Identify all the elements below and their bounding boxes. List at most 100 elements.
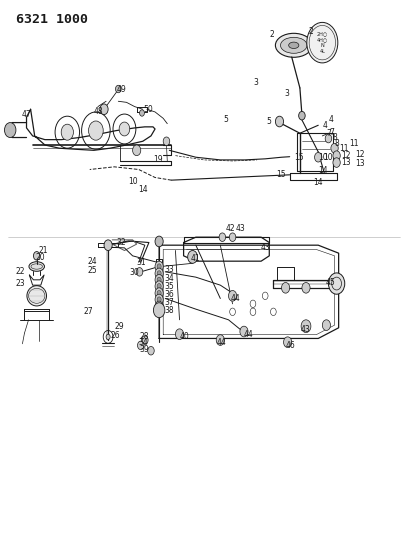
Circle shape — [155, 268, 163, 279]
Text: 49: 49 — [116, 85, 126, 93]
Circle shape — [228, 290, 237, 301]
Text: 19: 19 — [153, 156, 163, 164]
Text: 21: 21 — [39, 246, 48, 255]
Circle shape — [119, 122, 130, 136]
Text: 15: 15 — [276, 171, 286, 179]
Circle shape — [33, 252, 40, 260]
Circle shape — [216, 335, 224, 345]
Circle shape — [219, 233, 226, 241]
Circle shape — [4, 123, 16, 138]
Text: 14: 14 — [313, 179, 323, 187]
Text: 22: 22 — [16, 268, 25, 276]
Ellipse shape — [288, 42, 299, 49]
Circle shape — [328, 273, 345, 294]
Circle shape — [275, 116, 284, 127]
Circle shape — [104, 240, 112, 251]
Text: 10: 10 — [323, 153, 333, 161]
Circle shape — [142, 336, 148, 344]
Circle shape — [325, 134, 332, 143]
Text: 29: 29 — [115, 322, 124, 330]
Text: 43: 43 — [235, 224, 245, 232]
Text: 20: 20 — [36, 253, 46, 262]
Text: 39: 39 — [140, 345, 149, 353]
Circle shape — [157, 284, 161, 289]
Text: 34: 34 — [164, 274, 174, 282]
Circle shape — [137, 341, 144, 350]
Text: 34: 34 — [139, 338, 149, 346]
Text: 15: 15 — [294, 153, 304, 161]
Circle shape — [136, 268, 143, 276]
Circle shape — [89, 121, 103, 140]
Circle shape — [302, 282, 310, 293]
Circle shape — [157, 290, 161, 296]
Text: 2H○
4H○
N
4L: 2H○ 4H○ N 4L — [317, 31, 328, 54]
Circle shape — [163, 137, 170, 146]
Text: 28: 28 — [140, 333, 149, 341]
Text: 44: 44 — [216, 338, 226, 346]
Text: 24: 24 — [87, 257, 97, 265]
Circle shape — [155, 236, 163, 247]
Text: 10: 10 — [318, 153, 328, 161]
Circle shape — [148, 346, 154, 355]
Circle shape — [301, 320, 311, 333]
Circle shape — [155, 294, 163, 305]
Circle shape — [100, 104, 108, 115]
Circle shape — [284, 337, 292, 348]
Circle shape — [157, 297, 161, 302]
Text: 38: 38 — [164, 306, 174, 315]
Circle shape — [315, 152, 322, 162]
Text: 41: 41 — [191, 254, 200, 263]
Circle shape — [155, 274, 163, 285]
Text: 46: 46 — [286, 341, 295, 350]
Text: 2: 2 — [308, 28, 313, 36]
Circle shape — [157, 304, 161, 309]
Text: 30: 30 — [130, 269, 140, 277]
Ellipse shape — [281, 37, 307, 53]
Text: 5: 5 — [224, 116, 228, 124]
Text: 7: 7 — [330, 128, 335, 136]
Circle shape — [133, 145, 141, 156]
Text: 7: 7 — [326, 129, 331, 138]
Text: 2: 2 — [269, 30, 274, 39]
Text: 3: 3 — [253, 78, 258, 87]
Circle shape — [61, 124, 73, 140]
Text: 5: 5 — [266, 117, 271, 126]
Ellipse shape — [275, 33, 312, 58]
Text: 44: 44 — [231, 294, 240, 303]
Text: 43: 43 — [261, 244, 271, 252]
Text: 12: 12 — [341, 151, 351, 160]
Circle shape — [175, 329, 184, 340]
Text: 43: 43 — [301, 325, 311, 334]
Circle shape — [155, 261, 163, 272]
Text: 25: 25 — [87, 266, 97, 275]
Text: 26: 26 — [111, 332, 121, 340]
Text: 32: 32 — [117, 238, 126, 247]
Circle shape — [115, 85, 121, 93]
Circle shape — [157, 271, 161, 276]
Text: 35: 35 — [164, 282, 174, 291]
Text: 50: 50 — [144, 105, 153, 114]
Circle shape — [106, 334, 110, 340]
Circle shape — [307, 22, 338, 63]
Circle shape — [153, 303, 165, 318]
Circle shape — [333, 151, 340, 160]
Text: 47: 47 — [21, 110, 31, 118]
Text: 48: 48 — [94, 108, 104, 116]
Circle shape — [140, 110, 144, 116]
Circle shape — [229, 233, 236, 241]
Text: 37: 37 — [164, 298, 174, 307]
Text: 45: 45 — [326, 278, 335, 287]
Text: 8: 8 — [335, 140, 339, 148]
Text: 33: 33 — [164, 265, 174, 273]
Circle shape — [155, 288, 163, 298]
Circle shape — [333, 158, 340, 167]
Text: 3: 3 — [285, 89, 290, 98]
Text: 11: 11 — [349, 140, 358, 148]
Circle shape — [299, 111, 305, 120]
Text: 4: 4 — [328, 116, 333, 124]
Text: 23: 23 — [16, 279, 25, 288]
Circle shape — [322, 320, 330, 330]
Circle shape — [157, 277, 161, 282]
Circle shape — [331, 143, 338, 153]
Ellipse shape — [29, 262, 44, 271]
